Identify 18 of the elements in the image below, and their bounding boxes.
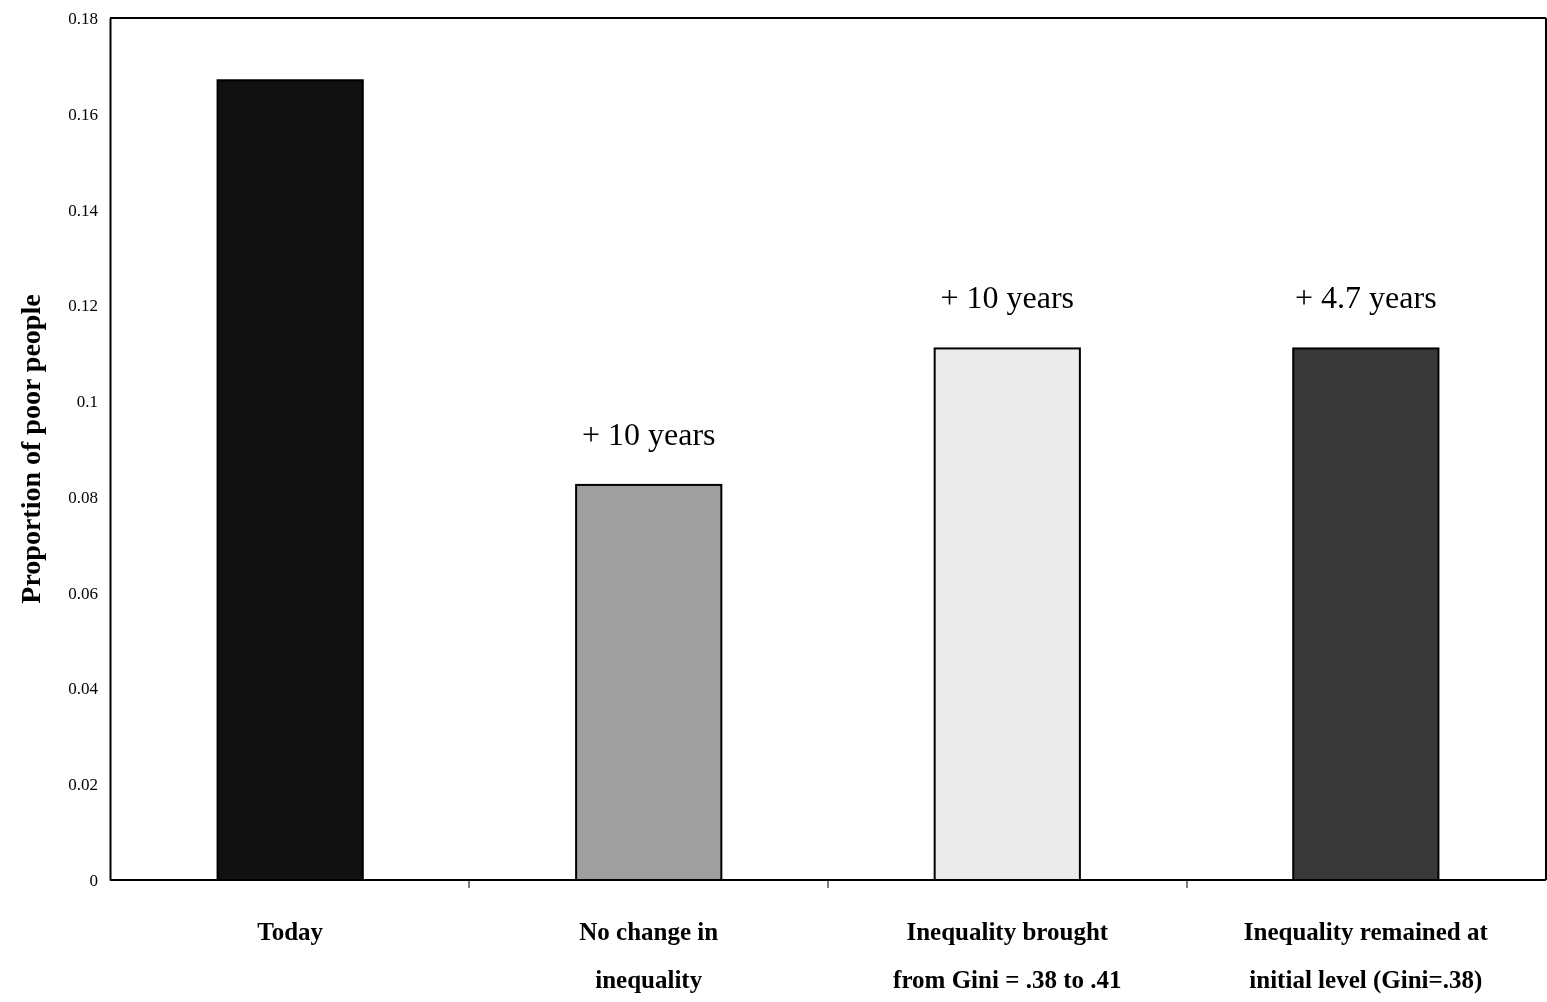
x-tick-label: Inequality brought from Gini = .38 to .41 <box>893 918 1122 993</box>
x-tick-label: Inequality remained at initial level (Gini=.38) <box>1243 918 1489 994</box>
y-tick-label: 0.16 <box>68 104 98 124</box>
x-tick-label: No change in inequality <box>579 918 719 993</box>
annotation: + 10 years <box>940 279 1075 316</box>
y-axis-title: Proportion of poor people <box>15 294 46 604</box>
y-tick-label: 0.18 <box>68 8 98 28</box>
y-tick-label: 0.08 <box>68 487 98 507</box>
y-tick-label: 0.12 <box>68 296 98 316</box>
x-tick-label: Today <box>257 918 324 945</box>
y-tick-label: 0.04 <box>68 679 99 699</box>
y-tick-label: 0.1 <box>76 392 98 412</box>
y-tick-label: 0.06 <box>68 583 98 603</box>
annotation: + 4.7 years <box>1295 279 1437 316</box>
y-tick-label: 0.02 <box>68 775 98 795</box>
annotation: + 10 years <box>581 415 716 452</box>
y-tick-label: 0 <box>89 870 98 890</box>
y-tick-label: 0.14 <box>68 200 99 220</box>
